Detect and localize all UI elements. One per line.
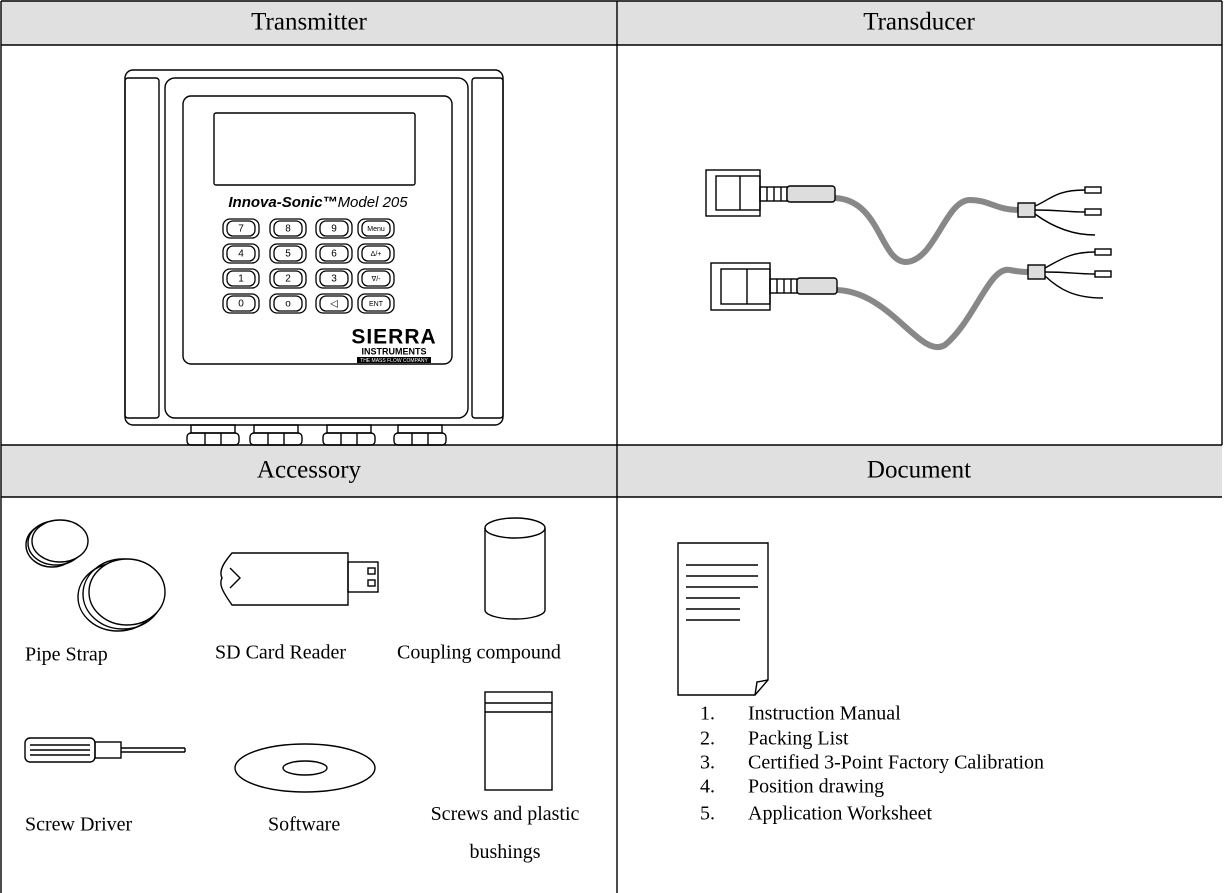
key-face	[226, 270, 256, 287]
key-label: 2	[285, 274, 291, 285]
key-face	[361, 220, 391, 237]
item-label: Software	[268, 814, 340, 836]
key-label: 7	[238, 224, 244, 235]
list-item: Certified 3-Point Factory Calibration	[748, 752, 1044, 774]
key	[269, 243, 307, 264]
document-icon	[677, 542, 769, 696]
key-face	[319, 295, 349, 312]
key-face	[273, 220, 303, 237]
list-number: 5.	[700, 803, 715, 825]
key-face	[361, 245, 391, 262]
header-bg	[1, 1, 1222, 45]
gland-nut	[253, 424, 299, 434]
logo-sub: INSTRUMENTS	[362, 346, 427, 356]
list-item: Application Worksheet	[748, 803, 933, 825]
brand: Innova-Sonic™	[228, 194, 337, 211]
header: Accessory	[257, 457, 362, 484]
header: Transmitter	[251, 9, 367, 36]
gland	[322, 432, 376, 446]
header: Transducer	[863, 9, 975, 36]
key	[315, 268, 353, 289]
key	[222, 293, 260, 314]
transducer-drawing	[705, 169, 1112, 351]
list-item: Packing List	[748, 728, 849, 750]
key-label: ∇/-	[371, 275, 382, 283]
key	[269, 268, 307, 289]
key-face	[319, 270, 349, 287]
key	[357, 293, 395, 314]
key-label: 5	[285, 249, 291, 260]
list-number: 1.	[700, 703, 715, 725]
gland	[393, 432, 447, 446]
key-face	[319, 245, 349, 262]
header-bg	[1, 445, 1222, 497]
accessory-drawings	[24, 517, 553, 793]
key-face	[361, 270, 391, 287]
key-face	[273, 270, 303, 287]
key	[269, 293, 307, 314]
key-label: 1	[238, 274, 244, 285]
item-label: Coupling compound	[397, 642, 561, 664]
key-label: o	[285, 299, 291, 310]
list-item: Position drawing	[748, 776, 884, 798]
list-item: Instruction Manual	[748, 703, 901, 725]
gland-nut	[190, 424, 236, 434]
key-label: 4	[238, 249, 244, 260]
key-label: Δ/+	[371, 251, 382, 258]
key-label: ◁	[330, 299, 338, 310]
key-label: Menu	[367, 226, 385, 233]
key	[357, 268, 395, 289]
key	[222, 243, 260, 264]
item-label: SD Card Reader	[215, 642, 346, 664]
key	[269, 218, 307, 239]
key-face	[273, 295, 303, 312]
gland	[249, 432, 303, 446]
gland	[186, 432, 240, 446]
key-face	[319, 220, 349, 237]
key-face	[226, 295, 256, 312]
key	[315, 218, 353, 239]
key-label: 6	[331, 249, 337, 260]
key	[315, 243, 353, 264]
key	[315, 293, 353, 314]
key-label: ENT	[369, 301, 384, 308]
gland-nut	[397, 424, 443, 434]
key	[222, 268, 260, 289]
key	[357, 218, 395, 239]
gland-nut	[326, 424, 372, 434]
item-label: Screws and plastic bushings	[430, 803, 580, 863]
key-face	[273, 245, 303, 262]
tagline: THE MASS FLOW COMPANY	[360, 358, 428, 364]
list-number: 3.	[700, 752, 715, 774]
tagline-bg	[357, 357, 431, 363]
key-label: 8	[285, 224, 291, 235]
item-label: Screw Driver	[25, 814, 133, 836]
item-label: Pipe Strap	[25, 644, 108, 666]
key-face	[361, 295, 391, 312]
list-number: 2.	[700, 728, 715, 750]
model: Model 205	[338, 194, 409, 211]
key-label: 3	[331, 274, 337, 285]
key-face	[226, 245, 256, 262]
key-label: 9	[331, 224, 337, 235]
key-label: 0	[238, 299, 244, 310]
key-face	[226, 220, 256, 237]
transmitter-drawing	[124, 69, 504, 446]
model-label: Innova-Sonic™Model 205	[228, 194, 408, 211]
header: Document	[867, 457, 971, 484]
key	[222, 218, 260, 239]
logo: SIERRA	[351, 326, 436, 349]
list-number: 4.	[700, 776, 715, 798]
key	[357, 243, 395, 264]
